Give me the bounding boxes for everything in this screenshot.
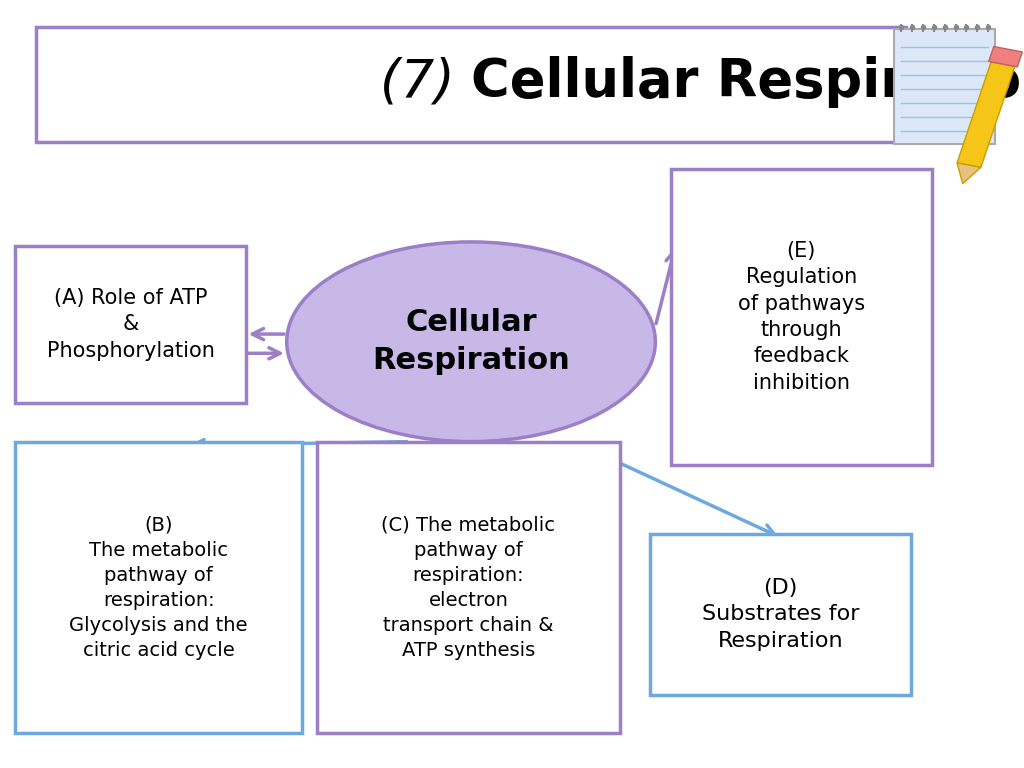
Text: Cellular
Respiration: Cellular Respiration bbox=[372, 308, 570, 376]
Text: (E)
Regulation
of pathways
through
feedback
inhibition: (E) Regulation of pathways through feedb… bbox=[737, 241, 865, 392]
FancyBboxPatch shape bbox=[650, 534, 911, 695]
FancyBboxPatch shape bbox=[671, 169, 932, 465]
Polygon shape bbox=[957, 163, 981, 184]
Text: (C) The metabolic
pathway of
respiration:
electron
transport chain &
ATP synthes: (C) The metabolic pathway of respiration… bbox=[382, 515, 555, 660]
Ellipse shape bbox=[287, 242, 655, 442]
FancyBboxPatch shape bbox=[15, 442, 302, 733]
Text: (7): (7) bbox=[380, 56, 471, 108]
FancyBboxPatch shape bbox=[36, 27, 906, 142]
FancyBboxPatch shape bbox=[317, 442, 620, 733]
Text: (B)
The metabolic
pathway of
respiration:
Glycolysis and the
citric acid cycle: (B) The metabolic pathway of respiration… bbox=[70, 515, 248, 660]
Text: (A) Role of ATP
&
Phosphorylation: (A) Role of ATP & Phosphorylation bbox=[47, 288, 214, 361]
FancyBboxPatch shape bbox=[894, 29, 995, 144]
FancyBboxPatch shape bbox=[15, 246, 246, 403]
Polygon shape bbox=[957, 62, 1015, 167]
Text: Cellular Respiration: Cellular Respiration bbox=[471, 56, 1024, 108]
Polygon shape bbox=[989, 47, 1022, 67]
Text: (D)
Substrates for
Respiration: (D) Substrates for Respiration bbox=[702, 578, 859, 650]
